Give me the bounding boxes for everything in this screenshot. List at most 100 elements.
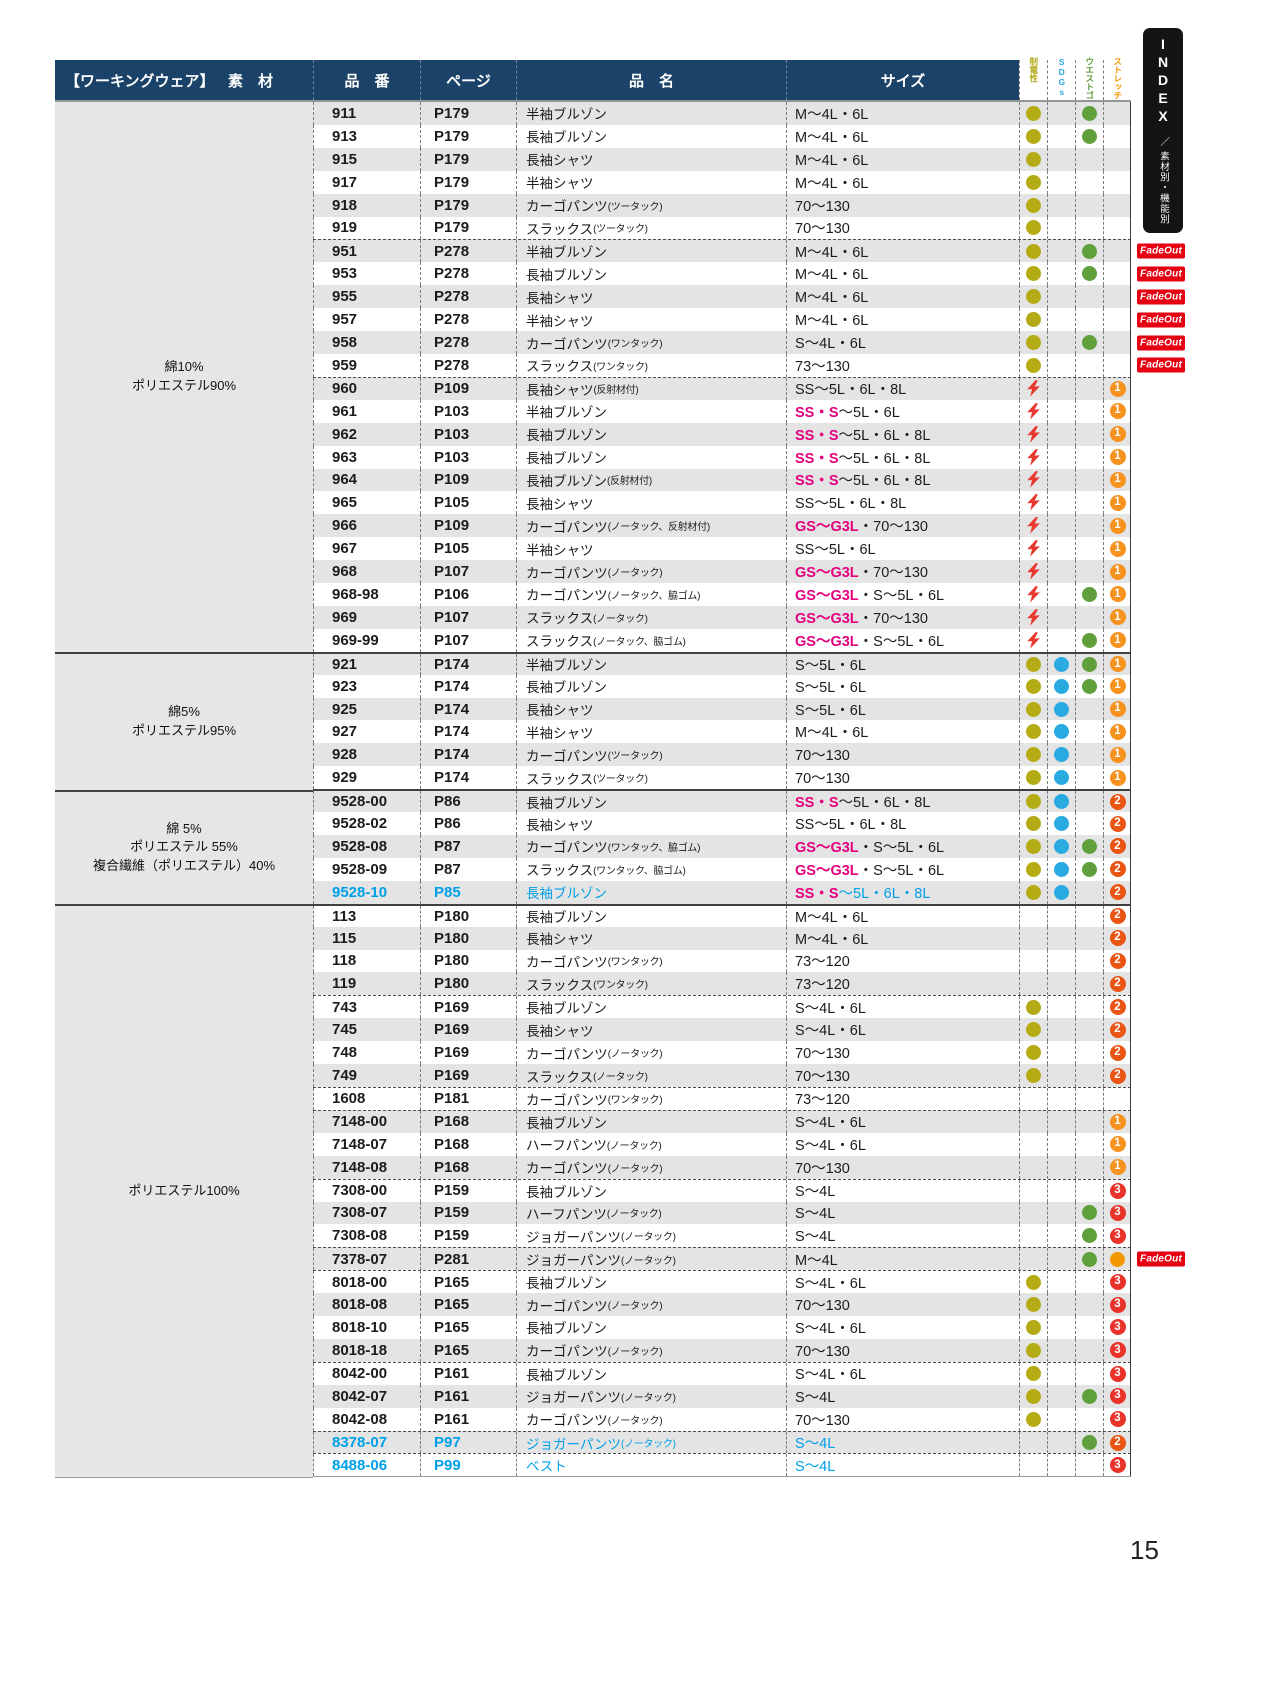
- sdgs-cell: [1047, 697, 1075, 721]
- size-cell: 73〜120: [786, 1087, 1019, 1110]
- waist-gum-cell: [1075, 422, 1103, 446]
- product-name-note: (ノータック): [621, 1439, 676, 1451]
- waist-gum-cell: [1075, 1407, 1103, 1431]
- size-text: S〜4L・6L: [795, 1320, 866, 1337]
- header-name-cell: 品 名: [516, 60, 786, 100]
- waist-gum-cell: [1075, 193, 1103, 217]
- orange-dot-icon: [1110, 1251, 1125, 1267]
- product-name-text: 半袖シャツ: [526, 725, 594, 741]
- sdgs-cell: [1047, 1064, 1075, 1087]
- product-name-text: カーゴパンツ: [526, 1344, 608, 1360]
- product-name-note: (ワンタック、脇ゴム): [593, 865, 686, 877]
- sdgs-cell: [1047, 1454, 1075, 1477]
- product-name-cell: カーゴパンツ (ワンタック): [516, 949, 786, 973]
- table-row: 929 P174 スラックス (ツータック) 70〜130 1: [313, 766, 1131, 790]
- size-text: 70〜130: [795, 771, 850, 788]
- table-row: 8488-06 P99 ベスト S〜4L 3: [313, 1453, 1131, 1477]
- size-highlight-text: GS〜G3L: [795, 519, 859, 536]
- page-ref-cell: P281: [420, 1248, 516, 1271]
- antistatic-cell: [1019, 1179, 1047, 1202]
- stretch-cell: [1103, 147, 1131, 171]
- antistatic-cell: [1019, 560, 1047, 584]
- size-cell: S〜4L・6L: [786, 1110, 1019, 1133]
- product-code-cell: 113: [313, 905, 420, 927]
- index-table: 【ワーキングウェア】 素 材 品 番 ページ 品 名 サイズ 制電性 SDGs …: [55, 57, 1185, 1479]
- sdgs-cell: [1047, 1431, 1075, 1454]
- size-text: S〜4L・6L: [795, 1023, 866, 1040]
- stretch-level-1-badge: 1: [1109, 380, 1126, 397]
- size-text: S〜4L・6L: [795, 1115, 866, 1132]
- stretch-cell: 2: [1103, 972, 1131, 996]
- stretch-cell: [1103, 102, 1131, 125]
- sdgs-cell: [1047, 1087, 1075, 1110]
- stretch-level-3-badge: 3: [1109, 1296, 1126, 1313]
- product-name-note: (ワンタック): [593, 980, 648, 992]
- waist-gum-cell: [1075, 743, 1103, 767]
- waist-gum-cell: [1075, 377, 1103, 400]
- product-name-text: 長袖ブルゾン: [526, 680, 607, 696]
- product-name-cell: ジョガーパンツ (ノータック): [516, 1224, 786, 1248]
- lightning-bolt-icon: [1026, 540, 1041, 557]
- stretch-cell: 3: [1103, 1179, 1131, 1202]
- waist-gum-cell: [1075, 1431, 1103, 1454]
- table-row: 1608 P181 カーゴパンツ (ワンタック) 73〜120: [313, 1086, 1131, 1110]
- size-cell: GS〜G3L ・70〜130: [786, 605, 1019, 629]
- product-name-cell: カーゴパンツ (ノータック): [516, 1155, 786, 1179]
- product-name-text: 長袖ブルゾン: [526, 1276, 607, 1292]
- size-text: S〜5L・6L: [795, 679, 866, 696]
- product-code-cell: 915: [313, 147, 420, 171]
- cyan-dot-icon: [1054, 838, 1069, 854]
- size-text: SS〜5L・6L・8L: [795, 817, 907, 834]
- antistatic-cell: [1019, 766, 1047, 790]
- antistatic-cell: [1019, 353, 1047, 377]
- page-ref-cell: P179: [420, 170, 516, 194]
- antistatic-cell: [1019, 445, 1047, 469]
- product-code-cell: 962: [313, 422, 420, 446]
- table-row: 951 P278 半袖ブルゾン M〜4L・6L FadeOut: [313, 239, 1185, 263]
- stretch-cell: 2: [1103, 996, 1131, 1019]
- size-text: SS〜5L・6L・8L: [795, 496, 907, 513]
- stretch-level-3-badge: 3: [1109, 1227, 1126, 1244]
- size-cell: M〜4L・6L: [786, 147, 1019, 171]
- olive-dot-icon: [1026, 1022, 1041, 1038]
- waist-gum-cell: [1075, 605, 1103, 629]
- product-code-cell: 911: [313, 102, 420, 125]
- antistatic-cell: [1019, 1018, 1047, 1042]
- product-name-cell: 長袖ブルゾン: [516, 996, 786, 1019]
- stretch-cell: 2: [1103, 926, 1131, 950]
- product-name-text: カーゴパンツ: [526, 565, 608, 581]
- table-row: 8018-08 P165 カーゴパンツ (ノータック) 70〜130 3: [313, 1293, 1131, 1317]
- product-name-cell: スラックス (ツータック): [516, 766, 786, 790]
- product-name-cell: 長袖ブルゾン: [516, 422, 786, 446]
- table-row: 8018-00 P165 長袖ブルゾン S〜4L・6L 3: [313, 1270, 1131, 1294]
- stretch-cell: 3: [1103, 1271, 1131, 1294]
- size-text: M〜4L・6L: [795, 106, 869, 123]
- antistatic-cell: [1019, 905, 1047, 927]
- stretch-cell: 1: [1103, 399, 1131, 423]
- size-cell: GS〜G3L ・S〜5L・6L: [786, 835, 1019, 858]
- table-row: 9528-09 P87 スラックス (ワンタック、脇ゴム) GS〜G3L ・S〜5L・6L…: [313, 857, 1131, 881]
- antistatic-cell: [1019, 628, 1047, 652]
- antistatic-cell: [1019, 835, 1047, 858]
- waist-gum-cell: [1075, 1224, 1103, 1248]
- product-code-cell: 968-98: [313, 583, 420, 606]
- sdgs-cell: [1047, 1132, 1075, 1156]
- product-code-cell: 918: [313, 193, 420, 217]
- sdgs-cell: [1047, 1155, 1075, 1179]
- stretch-cell: 1: [1103, 766, 1131, 790]
- product-code-cell: 929: [313, 766, 420, 790]
- product-name-text: スラックス: [526, 634, 594, 650]
- waist-gum-cell: [1075, 1132, 1103, 1156]
- product-code-cell: 919: [313, 216, 420, 240]
- size-cell: S〜4L: [786, 1179, 1019, 1202]
- waist-gum-cell: [1075, 445, 1103, 469]
- page-ref-cell: P278: [420, 308, 516, 332]
- sdgs-cell: [1047, 285, 1075, 309]
- product-name-text: 長袖ブルゾン: [526, 473, 607, 489]
- product-name-text: 長袖ブルゾン: [526, 1321, 607, 1337]
- waist-gum-cell: [1075, 766, 1103, 790]
- product-name-cell: 長袖シャツ (反射材付): [516, 377, 786, 400]
- antistatic-cell: [1019, 216, 1047, 240]
- product-name-cell: 長袖シャツ: [516, 147, 786, 171]
- olive-dot-icon: [1026, 1411, 1041, 1427]
